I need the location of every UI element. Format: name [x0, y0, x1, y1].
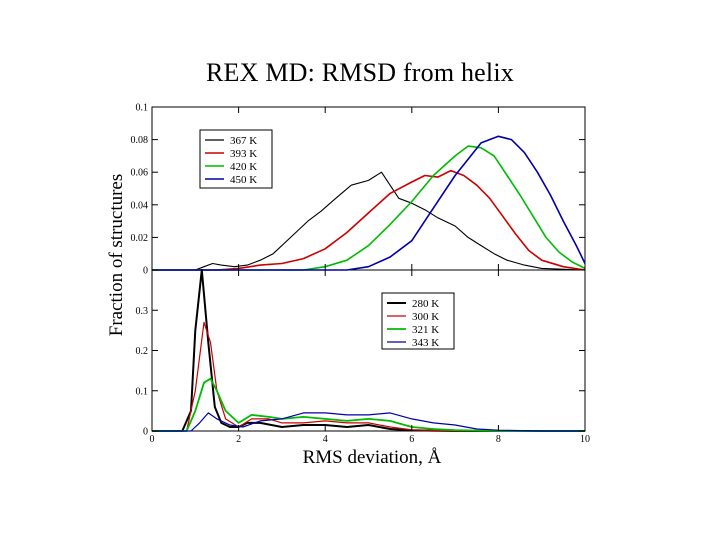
top-y-tick-label-2: 0.04: [131, 200, 149, 211]
top-series-line-2: [152, 145, 586, 271]
top-series-line-0: [152, 171, 586, 271]
bottom-y-tick-label-2: 0.2: [136, 346, 149, 357]
x-tick-label-4: 8: [496, 434, 501, 445]
x-tick-label-1: 2: [236, 434, 241, 445]
x-tick-label-3: 6: [409, 434, 414, 445]
top-y-tick-label-0: 0: [143, 266, 148, 277]
bottom-panel-series: [152, 269, 585, 432]
top-y-tick-label-3: 0.06: [131, 168, 149, 179]
bottom-series-line-1: [152, 321, 585, 432]
y-axis-label: Fraction of structures: [106, 174, 127, 337]
x-tick-label-2: 4: [323, 434, 328, 445]
top-legend-entry-0: 367 K: [230, 135, 257, 147]
top-legend-entry-3: 450 K: [230, 174, 257, 186]
top-legend-entry-2: 420 K: [230, 161, 257, 173]
bottom-y-tick-label-3: 0.3: [136, 306, 149, 317]
page-title: REX MD: RMSD from helix: [206, 58, 514, 87]
bottom-series-line-0: [152, 269, 585, 432]
top-panel-series: [152, 135, 586, 271]
axis-ticks: 0 0.02 0.04 0.06 0.08 0.1 0 0.1 0.2 0.3 0 2 4 6 8 10: [131, 103, 591, 446]
top-legend-entry-1: 393 K: [230, 148, 257, 160]
top-series-line-3: [152, 135, 586, 271]
x-tick-label-0: 0: [150, 434, 155, 445]
bottom-y-tick-label-1: 0.1: [136, 386, 149, 397]
top-y-tick-label-5: 0.1: [136, 103, 149, 114]
bottom-legend-entry-3: 343 K: [412, 337, 439, 349]
x-tick-label-5: 10: [580, 434, 590, 445]
bottom-legend-entry-0: 280 K: [412, 298, 439, 310]
top-series-line-1: [152, 169, 586, 271]
bottom-legend-entry-2: 321 K: [412, 324, 439, 336]
top-y-tick-label-4: 0.08: [131, 135, 149, 146]
x-axis-label: RMS deviation, Å: [303, 447, 442, 468]
top-y-tick-label-1: 0.02: [131, 233, 149, 244]
bottom-y-tick-label-0: 0: [143, 427, 148, 438]
bottom-series-line-3: [152, 412, 585, 432]
bottom-legend-entry-1: 300 K: [412, 311, 439, 323]
bottom-panel-frame: [151, 269, 586, 432]
